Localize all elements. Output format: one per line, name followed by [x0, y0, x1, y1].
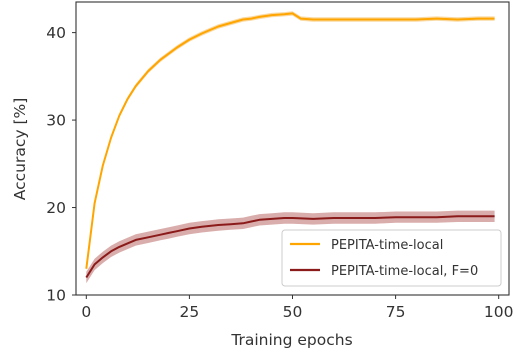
x-tick-label: 25 [180, 303, 200, 321]
line-pepita-time-local-f-0 [85, 215, 495, 279]
x-tick-label: 0 [81, 303, 91, 321]
legend-label-pepita-time-local: PEPITA-time-local [331, 238, 443, 253]
line-pepita-time-local [85, 12, 495, 269]
y-axis-ticks: 10 20 30 40 [46, 24, 76, 305]
y-tick-label: 10 [46, 287, 66, 305]
y-tick-label: 20 [46, 199, 66, 217]
series-lines [85, 12, 495, 279]
y-tick-label: 30 [46, 112, 66, 130]
legend-label-pepita-time-local-f0: PEPITA-time-local, F=0 [331, 264, 478, 279]
y-axis-label: Accuracy [%] [11, 98, 29, 201]
legend-box [281, 229, 502, 287]
x-axis-ticks: 0 25 50 75 100 [81, 295, 513, 321]
x-tick-label: 50 [283, 303, 303, 321]
x-tick-label: 75 [386, 303, 406, 321]
x-tick-label: 100 [484, 303, 513, 321]
legend: PEPITA-time-local PEPITA-time-local, F=0 [281, 229, 502, 287]
x-axis-label: Training epochs [230, 331, 352, 349]
y-tick-label: 40 [46, 24, 66, 42]
